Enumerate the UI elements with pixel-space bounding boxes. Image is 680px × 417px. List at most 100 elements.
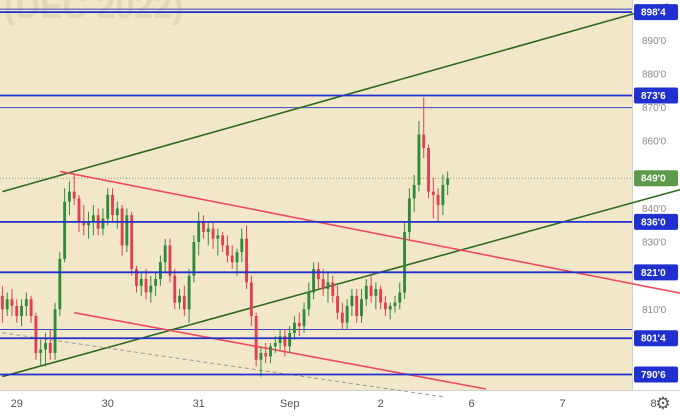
candle bbox=[192, 235, 196, 283]
candle-body bbox=[383, 302, 387, 310]
red-trendline[interactable] bbox=[59, 170, 680, 302]
candle bbox=[178, 289, 181, 310]
candle bbox=[230, 245, 234, 269]
green-trendline[interactable] bbox=[2, 176, 680, 378]
candle-body bbox=[321, 279, 325, 290]
candle bbox=[221, 231, 225, 253]
candle-body bbox=[436, 195, 440, 206]
candle bbox=[312, 262, 316, 300]
candle bbox=[67, 181, 71, 216]
candle-body bbox=[403, 231, 407, 293]
candle-body bbox=[125, 215, 129, 246]
candle-body bbox=[388, 305, 392, 310]
candle bbox=[278, 329, 282, 350]
candle bbox=[20, 299, 23, 327]
candle bbox=[259, 346, 263, 377]
candle bbox=[15, 299, 19, 323]
candle-body bbox=[187, 275, 191, 310]
candle-body bbox=[312, 268, 316, 293]
level-label-box bbox=[634, 264, 678, 281]
candle-body bbox=[249, 282, 253, 317]
candle bbox=[297, 312, 301, 337]
candle bbox=[388, 302, 392, 320]
candle-body bbox=[355, 295, 359, 317]
candle-body bbox=[297, 322, 301, 327]
candle bbox=[173, 268, 177, 310]
candle bbox=[446, 171, 450, 195]
candle bbox=[106, 188, 110, 226]
candle bbox=[206, 221, 210, 246]
candle-body bbox=[364, 285, 368, 300]
candle bbox=[245, 225, 249, 290]
x-tick-label: 29 bbox=[11, 398, 23, 410]
candle bbox=[29, 295, 33, 323]
candle-body bbox=[48, 342, 52, 354]
level-label: 873'6 bbox=[634, 87, 678, 104]
level-label: 836'0 bbox=[634, 213, 678, 230]
candle bbox=[431, 178, 435, 219]
price-axis-background bbox=[632, 0, 680, 390]
candle-body bbox=[206, 228, 210, 232]
candle-body bbox=[154, 279, 158, 286]
candle bbox=[154, 272, 158, 296]
candle bbox=[345, 299, 349, 330]
candle-body bbox=[20, 305, 23, 317]
candle bbox=[158, 255, 162, 286]
candle-body bbox=[417, 134, 421, 185]
level-label-box bbox=[634, 366, 678, 383]
candle bbox=[225, 235, 229, 263]
candle-body bbox=[245, 238, 249, 283]
candle-body bbox=[302, 309, 306, 327]
candle bbox=[87, 211, 91, 239]
candle-body bbox=[0, 295, 4, 310]
candle-body bbox=[369, 285, 373, 296]
x-tick-label: 31 bbox=[193, 398, 205, 410]
x-tick-label: 6 bbox=[469, 398, 475, 410]
candle bbox=[336, 285, 339, 320]
candle bbox=[39, 339, 43, 367]
level-label-text: 873'6 bbox=[641, 91, 666, 102]
candle bbox=[427, 144, 430, 199]
candle-body bbox=[44, 342, 47, 350]
candle-body bbox=[293, 322, 296, 333]
candle bbox=[422, 97, 426, 159]
candle-body bbox=[225, 245, 229, 256]
time-axis-ticks: 29 30 31 Sep 2 6 7 8 bbox=[11, 398, 657, 410]
candle-body bbox=[264, 353, 268, 357]
level-label-box bbox=[634, 87, 678, 104]
green-trendline[interactable] bbox=[2, 3, 669, 193]
candle bbox=[168, 238, 172, 283]
gear-icon[interactable]: ⚙ bbox=[655, 394, 671, 414]
trendlines[interactable] bbox=[2, 3, 680, 398]
candle bbox=[293, 316, 296, 340]
candle-body bbox=[91, 215, 95, 222]
y-tick-label: 810'0 bbox=[642, 305, 667, 316]
x-tick-label: Sep bbox=[280, 398, 300, 410]
level-label: 790'6 bbox=[634, 366, 678, 383]
candle-body bbox=[34, 316, 38, 354]
candle-body bbox=[15, 305, 19, 317]
candle bbox=[350, 289, 354, 317]
candle bbox=[82, 205, 86, 236]
horizontal-levels[interactable] bbox=[0, 11, 632, 376]
candle-body bbox=[202, 221, 205, 232]
candle bbox=[436, 188, 440, 222]
candle bbox=[364, 279, 368, 306]
candle bbox=[149, 275, 153, 303]
x-tick-label: 30 bbox=[102, 398, 114, 410]
candle bbox=[10, 289, 14, 317]
y-tick-label: 860'0 bbox=[642, 137, 667, 148]
candle-body bbox=[115, 208, 119, 216]
red-trendline[interactable] bbox=[74, 311, 487, 390]
x-tick-label: 2 bbox=[378, 398, 384, 410]
candle bbox=[197, 211, 201, 256]
y-tick-label: 880'0 bbox=[642, 69, 667, 80]
level-label: 821'0 bbox=[634, 264, 678, 281]
candle bbox=[202, 215, 205, 239]
x-tick-label: 7 bbox=[560, 398, 566, 410]
candle-body bbox=[197, 221, 201, 243]
candle bbox=[331, 275, 335, 303]
level-label: 898'4 bbox=[634, 4, 678, 21]
candle bbox=[441, 174, 445, 216]
